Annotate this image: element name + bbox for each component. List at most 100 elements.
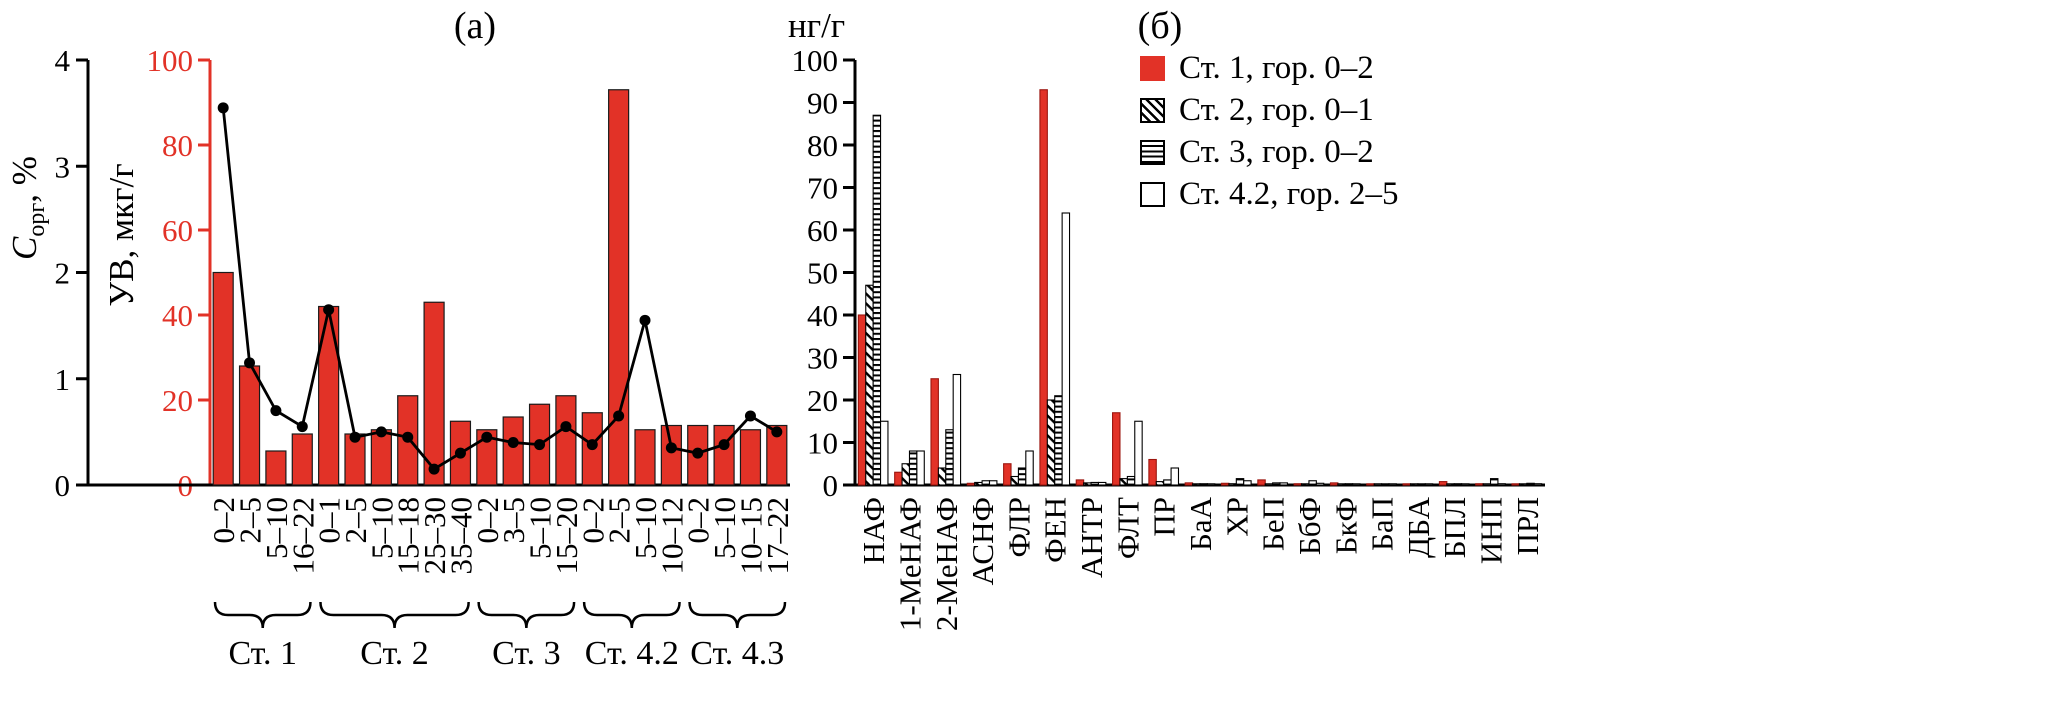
compound-label: АСНФ [965, 497, 1000, 585]
uv-bar [713, 424, 735, 486]
panel-b-tick-label: 80 [807, 128, 838, 163]
panel-b-tick-label: 40 [807, 298, 838, 333]
legend-swatch-open [1140, 182, 1165, 207]
corg-point [639, 314, 651, 326]
depth-label: 0–2 [470, 497, 505, 544]
pah-bar [1235, 478, 1245, 486]
legend-swatch-horizontal-hatch [1140, 140, 1165, 165]
panel-b-tick-label: 0 [823, 468, 839, 503]
pah-bar [1170, 467, 1180, 486]
pah-bar [1424, 483, 1434, 486]
pah-bar [1054, 395, 1063, 486]
station-label: Ст. 4.2 [585, 635, 679, 672]
pah-bar [1518, 483, 1528, 486]
pah-bar [916, 450, 925, 486]
pah-bar [988, 480, 998, 486]
pah-bar [1279, 482, 1288, 486]
corg-point [771, 426, 783, 438]
pah-bar [1075, 479, 1085, 486]
compound-label: ПРЛ [1510, 497, 1545, 555]
station-brace [477, 601, 576, 629]
depth-label: 0–2 [206, 497, 241, 544]
pah-bar [1243, 480, 1252, 486]
depth-label: 0–2 [681, 497, 716, 544]
pah-bar [1257, 479, 1266, 486]
pah-bar [1482, 483, 1492, 486]
red-axis-tick-label: 80 [162, 128, 193, 163]
depth-label: 16–22 [285, 497, 320, 575]
legend: Ст. 1, гор. 0–2 Ст. 2, гор. 0–1 Ст. 3, г… [1140, 52, 1398, 211]
pah-bar [945, 429, 954, 486]
left-axis-tick-label: 2 [55, 256, 71, 291]
uv-bar [608, 89, 630, 486]
depth-label: 15–18 [391, 497, 426, 575]
compound-label: ФЛТ [1110, 497, 1145, 559]
pah-bar [1119, 478, 1128, 486]
depth-label: 2–5 [338, 497, 373, 544]
pah-bar [1155, 481, 1165, 486]
pah-bar [1453, 483, 1463, 486]
pah-bar [1134, 420, 1143, 486]
corg-point [323, 304, 335, 316]
legend-item-st42: Ст. 4.2, гор. 2–5 [1140, 178, 1398, 211]
pah-bar [1206, 483, 1216, 486]
pah-bar [1061, 212, 1071, 486]
corg-point [349, 431, 361, 443]
corg-point [534, 439, 546, 451]
station-brace [688, 601, 787, 629]
pah-bar [1046, 399, 1056, 486]
legend-label-st2: Ст. 2, гор. 0–1 [1179, 92, 1374, 128]
corg-point [665, 442, 677, 454]
pah-bar [1090, 481, 1100, 486]
corg-point [481, 431, 493, 443]
pah-bar [1337, 483, 1346, 486]
corg-point [296, 421, 308, 433]
legend-item-st2: Ст. 2, гор. 0–1 [1140, 94, 1398, 127]
pah-bar [880, 420, 889, 486]
pah-bar [1126, 475, 1136, 486]
compound-label: БаА [1183, 496, 1218, 551]
pah-bar [1025, 450, 1034, 486]
corg-point [402, 431, 414, 443]
pah-bar [937, 467, 947, 486]
pah-bar [1461, 483, 1470, 486]
pah-bar [1329, 482, 1339, 486]
pah-bar [1300, 483, 1310, 486]
panel-b-tick-label: 60 [807, 213, 838, 248]
pah-bar [865, 284, 874, 486]
compound-label: АНТР [1074, 497, 1109, 578]
pah-bar [974, 481, 983, 486]
pah-bar [1308, 480, 1317, 486]
station-brace [582, 601, 681, 629]
compound-label: ДБА [1401, 496, 1436, 558]
panel-b-y-axis-label: нг/г [788, 6, 846, 45]
uv-bar [370, 429, 392, 486]
depth-label: 10–12 [654, 497, 689, 575]
pah-bar [857, 314, 867, 486]
uv-bar [555, 395, 577, 486]
depth-label: 5–10 [628, 497, 663, 559]
depth-label: 3–5 [496, 497, 531, 544]
red-axis-tick-label: 20 [162, 383, 193, 418]
pah-bar [1192, 483, 1201, 486]
station-label: Ст. 4.3 [690, 635, 784, 672]
pah-bar [1228, 483, 1237, 486]
corg-point [586, 439, 598, 451]
pah-bar [1112, 412, 1121, 486]
pah-bar [1097, 481, 1107, 486]
pah-bar [1373, 483, 1383, 486]
pah-bar [1489, 478, 1499, 486]
station-label: Ст. 1 [228, 635, 297, 672]
corg-point [718, 439, 730, 451]
pah-bar [1402, 483, 1412, 486]
pah-bar [872, 114, 882, 486]
pah-bar [1533, 483, 1543, 486]
pah-bar [1148, 458, 1157, 486]
depth-label: 5–10 [707, 497, 742, 559]
pah-bar [1163, 479, 1172, 486]
station-brace [319, 601, 470, 629]
pah-bar [981, 480, 991, 486]
legend-label-st1: Ст. 1, гор. 0–2 [1179, 50, 1374, 86]
